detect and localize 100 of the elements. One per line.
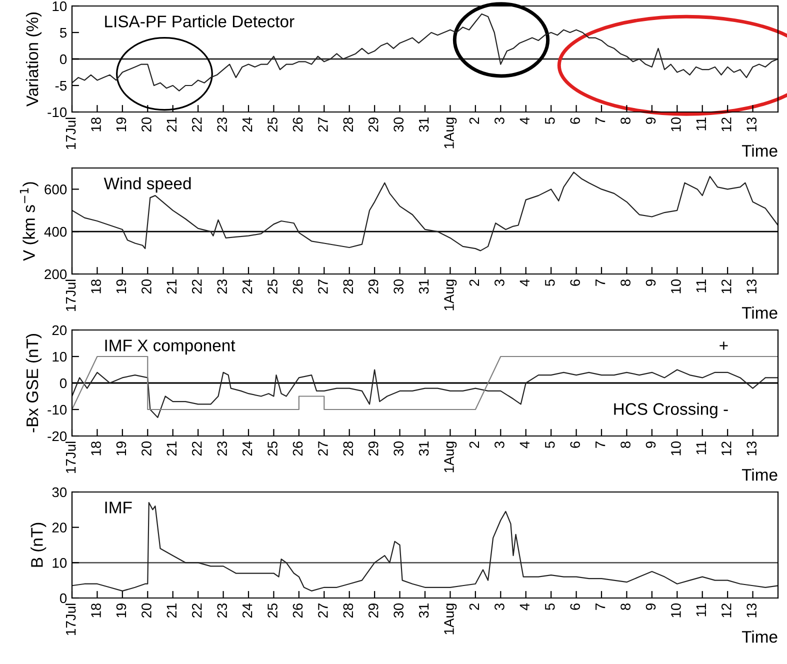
x-tick-label: 21 xyxy=(166,280,176,294)
x-tick-label: 30 xyxy=(394,117,404,132)
x-tick-label: 13 xyxy=(746,279,757,294)
x-tick-label: 2 xyxy=(469,442,480,448)
text: Wind speed xyxy=(104,177,191,193)
x-tick-label: 5 xyxy=(545,441,555,448)
x-tick-label: 21 xyxy=(166,442,176,456)
x-tick-label: 20 xyxy=(142,603,152,618)
x-tick-label: 24 xyxy=(242,603,252,618)
x-tick-label: 26 xyxy=(292,117,303,132)
x-tick-label: 22 xyxy=(192,118,202,132)
x-tick-label: 13 xyxy=(746,441,757,456)
y-tick-label: 0 xyxy=(60,593,67,604)
x-tick-label: 20 xyxy=(142,441,152,456)
x-tick-label: 6 xyxy=(570,279,580,286)
x-tick-label: 18 xyxy=(91,117,101,132)
x-tick-label: 19 xyxy=(116,280,126,294)
x-tick-label: 4 xyxy=(520,603,530,610)
x-tick-label: 4 xyxy=(520,117,530,124)
x-tick-label: 12 xyxy=(721,280,732,294)
x-tick-label: 22 xyxy=(192,604,202,618)
x-tick-label: 10 xyxy=(671,441,681,456)
x-tick-label: 27 xyxy=(318,118,328,132)
x-tick-label: 28 xyxy=(343,117,354,132)
x-tick-label: 24 xyxy=(242,117,252,132)
x-tick-label: 11 xyxy=(696,280,706,292)
x-tick-label: 1Aug xyxy=(444,442,457,472)
x-tick-label: 7 xyxy=(596,604,606,610)
y-tick-label: 10 xyxy=(52,558,67,568)
x-tick-label: 17Jul xyxy=(66,442,76,474)
y-tick-label: -10 xyxy=(48,107,67,118)
y-axis-title: -Bx GSE (nT) xyxy=(26,334,42,432)
x-tick-label: 30 xyxy=(394,279,404,294)
x-tick-label: 29 xyxy=(368,280,378,294)
y-tick-label: -5 xyxy=(55,80,67,91)
x-tick-label: 17Jul xyxy=(66,118,76,150)
x-tick-label: 18 xyxy=(91,279,101,294)
y-tick-label: 20 xyxy=(52,325,67,336)
x-tick-label: 23 xyxy=(217,117,228,132)
x-tick-label: 25 xyxy=(268,279,278,294)
x-tick-label: 9 xyxy=(646,442,656,448)
x-tick-label: 6 xyxy=(570,441,580,448)
x-tick-label: 13 xyxy=(746,603,757,618)
y-axis-title: B (nT) xyxy=(30,522,46,567)
chart-title: IMF xyxy=(105,502,132,514)
y-tick-label: 20 xyxy=(52,522,67,533)
x-tick-label: 21 xyxy=(166,604,176,618)
y-axis-title: V (km s$^{−1}$) xyxy=(20,182,38,261)
x-tick-label: 23 xyxy=(217,441,228,456)
x-tick-label: 5 xyxy=(545,279,555,286)
x-tick-label: 7 xyxy=(596,280,606,286)
x-axis-title: Time xyxy=(742,630,778,643)
y-tick-label: 400 xyxy=(44,226,67,237)
x-tick-label: 27 xyxy=(318,604,328,618)
y-tick-label: 5 xyxy=(60,28,67,38)
x-tick-label: 18 xyxy=(91,441,101,456)
line-series xyxy=(72,13,778,92)
x-tick-label: 25 xyxy=(268,603,278,618)
x-tick-label: 25 xyxy=(268,441,278,456)
x-tick-label: 24 xyxy=(242,279,252,294)
x-tick-label: 22 xyxy=(192,442,202,456)
x-tick-label: 29 xyxy=(368,442,378,456)
x-tick-label: 10 xyxy=(671,117,681,132)
x-tick-label: 19 xyxy=(116,118,126,132)
x-tick-label: 9 xyxy=(646,604,656,610)
x-axis-title: Time xyxy=(742,144,778,157)
y-tick-label: 30 xyxy=(52,487,67,498)
text: IMF X component xyxy=(105,340,236,355)
y-tick-label: 600 xyxy=(44,184,67,194)
x-tick-label: 9 xyxy=(646,118,656,124)
x-tick-label: 29 xyxy=(368,118,378,132)
x-tick-label: 9 xyxy=(646,280,656,286)
y-tick-label: 0 xyxy=(60,378,67,388)
x-tick-label: 28 xyxy=(343,441,354,456)
x-tick-label: 13 xyxy=(746,117,757,132)
x-tick-label: 27 xyxy=(318,442,328,456)
x-tick-label: 3 xyxy=(494,441,504,448)
y-tick-label: 10 xyxy=(52,1,67,12)
x-tick-label: 6 xyxy=(570,117,580,124)
x-tick-label: 7 xyxy=(596,118,606,124)
x-tick-label: 26 xyxy=(292,279,303,294)
x-tick-label: 2 xyxy=(469,118,480,124)
x-tick-label: 11 xyxy=(696,604,706,616)
x-tick-label: 8 xyxy=(620,279,630,286)
x-tick-label: 24 xyxy=(242,441,252,456)
x-tick-label: 31 xyxy=(418,604,429,618)
x-tick-label: 4 xyxy=(520,279,530,286)
x-tick-label: 11 xyxy=(696,442,706,454)
x-tick-label: 11 xyxy=(696,118,706,130)
x-tick-label: 3 xyxy=(494,603,504,610)
y-tick-label: -10 xyxy=(48,404,67,415)
x-tick-label: 10 xyxy=(671,603,681,618)
x-tick-label: 31 xyxy=(418,442,429,456)
x-tick-label: 1Aug xyxy=(444,280,457,310)
x-tick-label: 1Aug xyxy=(444,604,457,634)
x-tick-label: 4 xyxy=(520,441,530,448)
y-tick-label: -20 xyxy=(48,431,67,442)
x-tick-label: 1Aug xyxy=(444,118,457,148)
x-tick-label: 31 xyxy=(418,280,429,294)
x-axis-title: Time xyxy=(742,468,778,481)
